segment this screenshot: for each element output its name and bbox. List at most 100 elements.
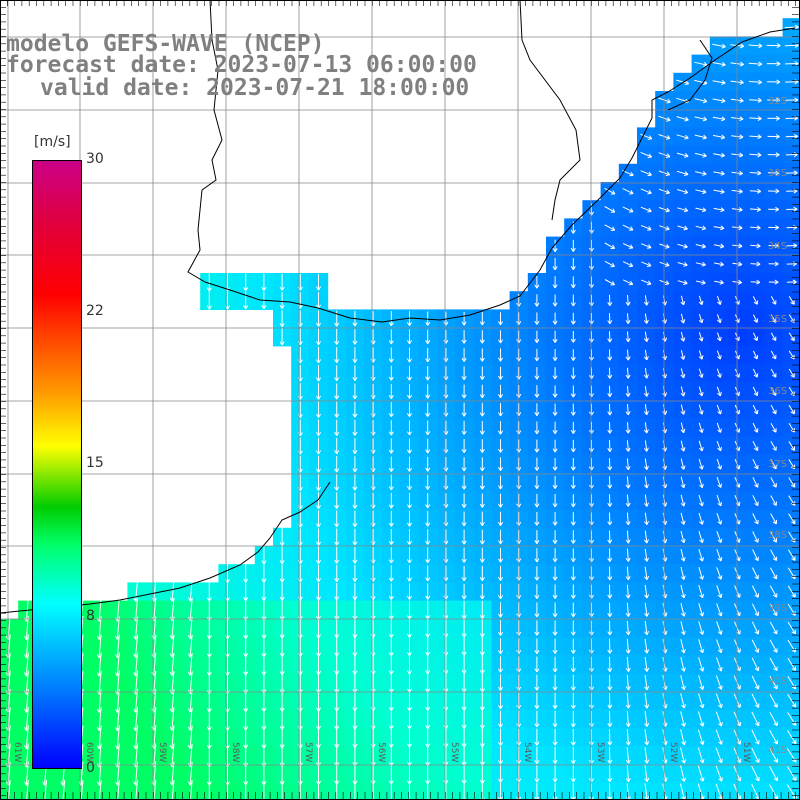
wind-arrow-head [609, 484, 613, 489]
wind-arrow-head [388, 322, 392, 327]
wind-arrow-head [703, 98, 708, 102]
wind-arrow-head [315, 395, 319, 400]
wind-arrow-head [572, 393, 576, 398]
wind-arrow-head [518, 339, 522, 344]
wind-arrow-head [701, 282, 706, 285]
lon-label: 55W [449, 742, 459, 763]
wind-arrow-head [701, 337, 704, 342]
wind-arrow-head [627, 356, 631, 361]
wind-arrow-head [572, 320, 576, 325]
wind-arrow-head [372, 431, 376, 436]
wind-arrow-head [481, 540, 485, 545]
wind-arrow-head [794, 63, 799, 67]
wind-arrow-head [646, 265, 651, 267]
wind-arrow-head [739, 556, 741, 561]
wind-arrow-head [336, 541, 340, 546]
wind-arrow-head [739, 575, 741, 580]
wind-arrow-head [388, 504, 392, 509]
wind-arrow-head [775, 188, 780, 192]
wind-arrow-head [299, 486, 303, 491]
wind-arrow-head [390, 431, 394, 436]
wind-arrow-head [646, 575, 650, 580]
wind-arrow [698, 567, 703, 580]
wind-arrow-head [738, 410, 741, 415]
wind-arrow-head [793, 172, 798, 176]
wind-arrow-head [644, 466, 648, 471]
wind-arrow-head [720, 556, 723, 562]
wind-arrow-head [646, 392, 649, 397]
wind-arrow-head [318, 486, 322, 491]
wind-arrow-head [554, 375, 558, 380]
wind-arrow-head [701, 501, 704, 507]
wind-arrow-head [518, 466, 522, 471]
wind-arrow-head [666, 243, 670, 248]
wind-arrow-head [758, 63, 763, 67]
wind-arrow-head [627, 447, 631, 452]
wind-arrow-head [683, 520, 686, 525]
wind-arrow [680, 458, 685, 470]
wind-arrow-head [607, 484, 611, 489]
wind-arrow-head [479, 448, 483, 453]
wind-arrow-head [612, 208, 616, 213]
wind-arrow-head [647, 229, 652, 231]
wind-arrow-head [445, 376, 449, 381]
wind-arrow-head [299, 560, 303, 564]
wind-arrow [712, 80, 726, 84]
wind-arrow-head [609, 356, 613, 361]
lon-label: 61W [12, 742, 22, 763]
wind-arrow-head [772, 301, 776, 305]
wind-arrow-head [719, 300, 722, 305]
wind-arrow-head [721, 134, 726, 138]
wind-arrow-head [772, 558, 777, 562]
wind-arrow-head [625, 411, 629, 416]
wind-arrow-head [299, 377, 303, 382]
wind-arrow-head [445, 467, 449, 472]
wind-arrow-head [738, 191, 743, 194]
wind-arrow-head [354, 431, 358, 436]
wind-arrow-head [664, 410, 668, 415]
wind-arrow-head [607, 502, 611, 507]
wind-arrow-head [206, 287, 210, 292]
wind-arrow-head [683, 246, 688, 249]
wind-arrow [749, 135, 762, 138]
wind-arrow-head [245, 305, 249, 310]
wind-arrow-head [279, 578, 283, 583]
wind-arrow-head [754, 466, 758, 470]
wind-arrow-head [756, 281, 761, 285]
wind-arrow-head [409, 376, 413, 381]
wind-arrow-head [680, 301, 684, 306]
wind-arrow-head [406, 376, 410, 381]
wind-arrow-head [591, 521, 595, 526]
wind-arrow-head [534, 284, 538, 289]
wind-arrow-head [757, 136, 762, 140]
wind-arrow-head [445, 394, 449, 399]
wind-arrow-head [497, 430, 501, 435]
wind-arrow-head [702, 191, 707, 195]
wind-arrow-head [664, 374, 668, 379]
wind-arrow [750, 263, 761, 265]
wind-arrow-head [720, 391, 722, 396]
wind-arrow-head [372, 541, 376, 546]
wind-arrow-head [607, 466, 611, 471]
wind-arrow-head [479, 339, 483, 344]
wind-arrow-head [427, 522, 431, 527]
wind-arrow-head [758, 61, 763, 65]
wind-arrow-head [627, 539, 631, 544]
wind-arrow [644, 386, 648, 397]
wind-arrow-head [500, 503, 504, 508]
wind-arrow-head [318, 395, 322, 400]
wind-arrow-head [790, 411, 795, 415]
wind-arrow [770, 386, 777, 396]
wind-arrow [680, 512, 685, 525]
lon-label: 51W [741, 742, 751, 763]
wind-arrow-head [570, 247, 574, 252]
wind-arrow-head [643, 447, 648, 452]
wind-arrow [770, 422, 777, 433]
wind-arrow-head [756, 263, 761, 267]
wind-arrow [770, 350, 777, 360]
wind-arrow [680, 440, 685, 452]
wind-arrow-head [680, 319, 684, 324]
wind-arrow-head [758, 45, 763, 49]
wind-arrow-head [479, 467, 483, 472]
wind-arrow-head [627, 411, 631, 416]
